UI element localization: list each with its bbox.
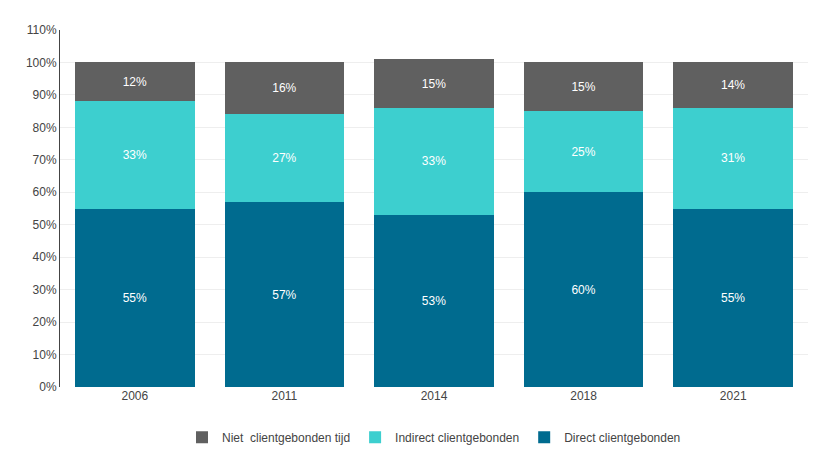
svg-text:0%: 0% <box>39 380 57 394</box>
svg-text:Indirect clientgebonden: Indirect clientgebonden <box>395 431 519 445</box>
svg-text:27%: 27% <box>272 151 296 165</box>
svg-text:15%: 15% <box>422 77 446 91</box>
svg-text:30%: 30% <box>33 283 57 297</box>
svg-text:Direct clientgebonden: Direct clientgebonden <box>564 431 680 445</box>
svg-text:50%: 50% <box>33 218 57 232</box>
svg-text:80%: 80% <box>33 121 57 135</box>
svg-text:16%: 16% <box>272 81 296 95</box>
svg-text:14%: 14% <box>721 78 745 92</box>
svg-text:2006: 2006 <box>121 389 148 403</box>
svg-text:70%: 70% <box>33 153 57 167</box>
svg-text:Niet clientgebonden tijd: Niet clientgebonden tijd <box>222 431 350 445</box>
svg-text:10%: 10% <box>33 348 57 362</box>
svg-text:55%: 55% <box>721 291 745 305</box>
svg-text:2018: 2018 <box>570 389 597 403</box>
svg-text:25%: 25% <box>571 145 595 159</box>
svg-text:12%: 12% <box>123 75 147 89</box>
svg-text:53%: 53% <box>422 294 446 308</box>
svg-text:15%: 15% <box>571 80 595 94</box>
svg-text:2021: 2021 <box>720 389 747 403</box>
svg-text:31%: 31% <box>721 151 745 165</box>
svg-text:2014: 2014 <box>421 389 448 403</box>
svg-text:55%: 55% <box>123 291 147 305</box>
svg-text:57%: 57% <box>272 288 296 302</box>
svg-text:110%: 110% <box>27 23 57 37</box>
svg-text:60%: 60% <box>33 185 57 199</box>
svg-text:60%: 60% <box>571 283 595 297</box>
svg-text:40%: 40% <box>33 250 57 264</box>
svg-text:100%: 100% <box>26 56 57 70</box>
svg-text:33%: 33% <box>123 148 147 162</box>
svg-text:90%: 90% <box>33 88 57 102</box>
svg-text:2011: 2011 <box>271 389 297 403</box>
svg-text:20%: 20% <box>33 315 57 329</box>
svg-text:33%: 33% <box>422 154 446 168</box>
